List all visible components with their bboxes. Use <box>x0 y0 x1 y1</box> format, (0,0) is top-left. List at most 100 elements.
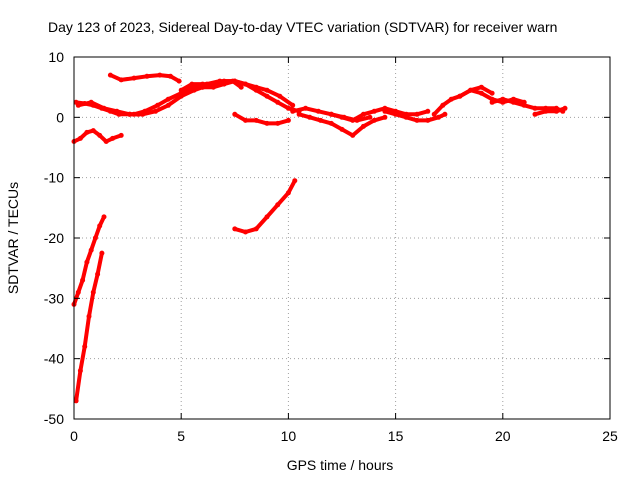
data-point <box>88 247 94 253</box>
data-point <box>131 111 137 117</box>
data-point <box>243 117 248 123</box>
data-point <box>110 135 116 141</box>
data-point <box>238 84 244 90</box>
data-point <box>264 87 270 93</box>
data-point <box>431 111 437 117</box>
data-point <box>328 111 334 117</box>
data-point <box>436 114 441 120</box>
data-point <box>90 128 96 134</box>
data-point <box>425 108 431 114</box>
data-point <box>75 102 81 108</box>
data-point <box>107 72 113 78</box>
data-point <box>457 93 463 99</box>
data-point <box>553 108 559 114</box>
data-point <box>500 96 506 102</box>
series-arc-k <box>232 178 297 234</box>
data-point <box>532 105 538 111</box>
data-point <box>155 102 161 108</box>
data-point <box>264 120 270 126</box>
data-point <box>275 99 281 105</box>
data-point <box>168 73 173 79</box>
data-point <box>360 111 366 117</box>
x-axis-label: GPS time / hours <box>287 457 394 473</box>
data-point <box>253 87 259 93</box>
data-point <box>84 129 90 135</box>
y-axis-label: SDTVAR / TECUs <box>5 182 21 294</box>
data-point <box>200 84 206 90</box>
data-point <box>131 75 137 81</box>
data-point <box>221 81 227 87</box>
y-tick-label: -30 <box>44 290 64 306</box>
data-point <box>92 235 98 241</box>
data-point <box>315 108 321 114</box>
data-point <box>178 87 184 93</box>
data-point <box>86 313 92 319</box>
y-tick-label: -10 <box>44 170 64 186</box>
data-point <box>253 117 259 123</box>
data-point <box>101 105 107 111</box>
data-point <box>296 111 302 117</box>
data-point <box>478 90 484 96</box>
data-point <box>75 289 81 295</box>
data-point <box>303 105 309 111</box>
data-point <box>277 93 283 99</box>
data-point <box>382 114 388 120</box>
data-point <box>521 102 527 108</box>
data-point <box>80 277 86 283</box>
x-tick-label: 15 <box>388 428 404 444</box>
series-arc-p <box>432 85 495 117</box>
data-point <box>285 117 291 123</box>
data-point <box>360 123 366 129</box>
x-tick-label: 25 <box>602 428 618 444</box>
data-point <box>532 111 538 117</box>
data-point <box>118 77 124 83</box>
data-point <box>285 190 291 196</box>
data-point <box>468 87 474 93</box>
data-point <box>290 102 296 108</box>
series-arc-s <box>533 106 567 117</box>
data-point <box>478 84 484 90</box>
y-tick-label: 0 <box>56 109 64 125</box>
data-point <box>403 114 409 120</box>
data-point <box>448 96 454 102</box>
data-point <box>253 226 259 232</box>
series-arc-n <box>329 106 430 123</box>
y-tick-label: -50 <box>44 411 64 427</box>
data-point <box>82 344 88 350</box>
data-point <box>176 78 182 84</box>
data-point <box>90 289 96 295</box>
data-point <box>511 99 516 105</box>
data-point <box>243 81 248 87</box>
data-point <box>165 102 171 108</box>
data-point <box>543 108 549 114</box>
tick-layer <box>73 56 611 420</box>
grid-layer <box>74 57 610 419</box>
data-point <box>232 226 238 232</box>
x-tick-label: 20 <box>495 428 511 444</box>
data-point <box>489 99 495 105</box>
data-point <box>307 114 313 120</box>
data-point <box>425 117 431 123</box>
data-point <box>382 108 388 114</box>
data-point <box>210 84 216 90</box>
y-tick-label: -40 <box>44 351 64 367</box>
data-point <box>232 78 238 84</box>
data-point <box>350 132 356 138</box>
data-point <box>189 81 195 87</box>
data-point <box>95 271 101 277</box>
chart-title: Day 123 of 2023, Sidereal Day-to-day VTE… <box>48 19 557 35</box>
data-point <box>393 111 399 117</box>
data-point <box>157 72 163 78</box>
data-point <box>84 259 90 265</box>
data-point <box>442 111 448 117</box>
data-point <box>99 250 105 256</box>
data-point <box>144 73 150 79</box>
data-point <box>328 120 334 126</box>
data-point <box>243 229 248 235</box>
x-tick-label: 10 <box>281 428 297 444</box>
data-point <box>114 108 120 114</box>
y-tick-label: -20 <box>44 230 64 246</box>
data-point <box>318 117 324 123</box>
data-point <box>103 139 109 144</box>
data-point <box>153 108 158 114</box>
